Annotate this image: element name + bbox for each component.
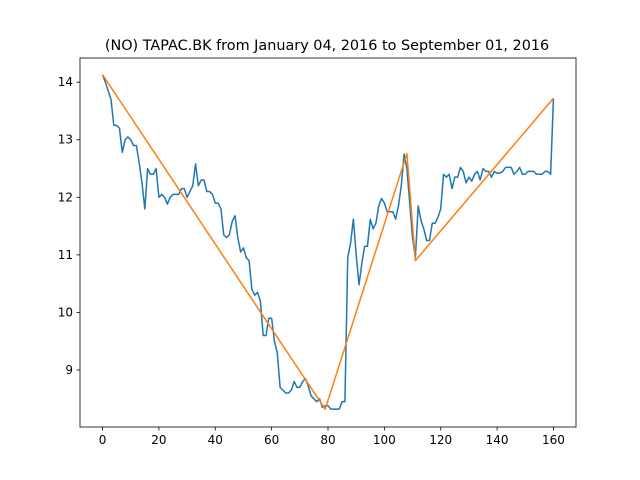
y-tick-label: 10	[58, 305, 73, 319]
x-tick-label: 80	[320, 433, 335, 447]
x-tick-label: 60	[264, 433, 279, 447]
y-tick-label: 13	[58, 133, 73, 147]
x-tick-label: 160	[542, 433, 565, 447]
x-tick-label: 40	[208, 433, 223, 447]
y-tick-label: 14	[58, 75, 73, 89]
x-tick-label: 120	[429, 433, 452, 447]
x-tick-label: 0	[99, 433, 107, 447]
y-tick-label: 9	[65, 363, 73, 377]
chart-title: (NO) TAPAC.BK from January 04, 2016 to S…	[105, 38, 549, 54]
line-series	[101, 74, 555, 410]
x-tick-label: 20	[151, 433, 166, 447]
y-tick-label: 12	[58, 190, 73, 204]
x-tick-label: 100	[373, 433, 396, 447]
plot-frame	[79, 57, 577, 428]
line-series	[101, 74, 555, 410]
x-tick-label: 140	[486, 433, 509, 447]
y-tick-label: 11	[58, 248, 73, 262]
